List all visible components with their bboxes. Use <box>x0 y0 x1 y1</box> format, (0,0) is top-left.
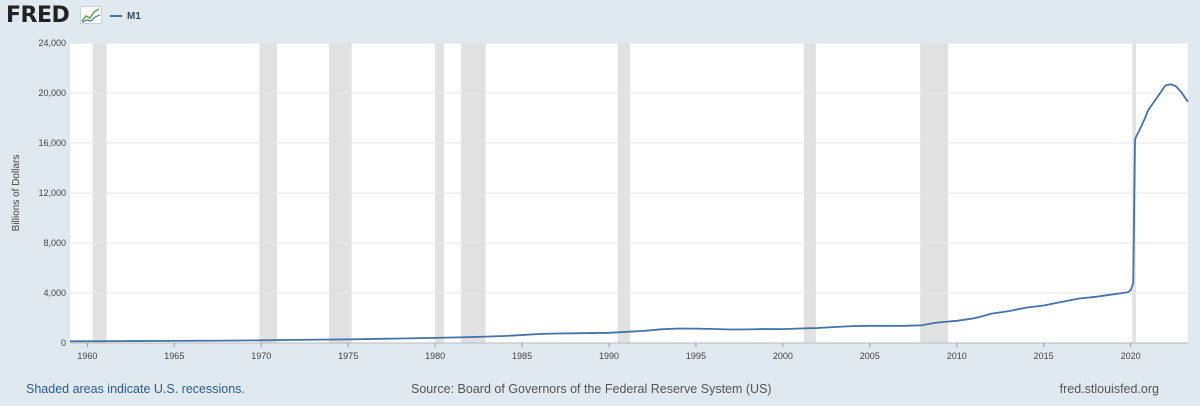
x-tick-label: 1985 <box>512 351 532 361</box>
plot-area-group: 0 4,000 8,000 12,000 16,000 20,000 24,000 1960 1… <box>38 38 1189 361</box>
x-tick-label: 2020 <box>1121 351 1141 361</box>
y-tick-label: 4,000 <box>43 288 66 298</box>
y-tick-label: 20,000 <box>38 88 66 98</box>
y-tick-label: 12,000 <box>38 188 66 198</box>
x-tick-label: 1975 <box>338 351 358 361</box>
legend-swatch <box>110 15 122 17</box>
recession-note-link[interactable]: Shaded areas indicate U.S. recessions. <box>26 382 245 396</box>
site-link[interactable]: fred.stlouisfed.org <box>1059 382 1159 396</box>
x-tick-label: 2000 <box>773 351 793 361</box>
x-tick-label: 1980 <box>425 351 445 361</box>
y-tick-label: 24,000 <box>38 38 66 48</box>
x-tick-label: 1965 <box>164 351 184 361</box>
y-tick-label: 0 <box>61 338 66 348</box>
line-chart: 0 4,000 8,000 12,000 16,000 20,000 24,000 1960 1… <box>11 38 1189 361</box>
fred-logo[interactable]: FRED <box>6 3 70 28</box>
y-tick-label: 8,000 <box>43 238 66 248</box>
x-tick-label: 1995 <box>686 351 706 361</box>
y-tick-label: 16,000 <box>38 138 66 148</box>
chart-legend[interactable]: M1 <box>110 9 141 23</box>
x-tick-label: 1990 <box>599 351 619 361</box>
x-tick-label: 2015 <box>1034 351 1054 361</box>
x-tick-label: 2010 <box>947 351 967 361</box>
x-tick-label: 2005 <box>860 351 880 361</box>
x-tick-label: 1970 <box>251 351 271 361</box>
graph-header: FRED M1 <box>0 0 1200 36</box>
legend-label: M1 <box>127 10 141 22</box>
x-tick-label: 1960 <box>77 351 97 361</box>
chart-line-icon <box>80 6 102 24</box>
source-note: Source: Board of Governors of the Federa… <box>411 382 772 396</box>
series-line-m1 <box>69 83 1189 343</box>
y-axis-label: Billions of Dollars <box>11 155 22 232</box>
